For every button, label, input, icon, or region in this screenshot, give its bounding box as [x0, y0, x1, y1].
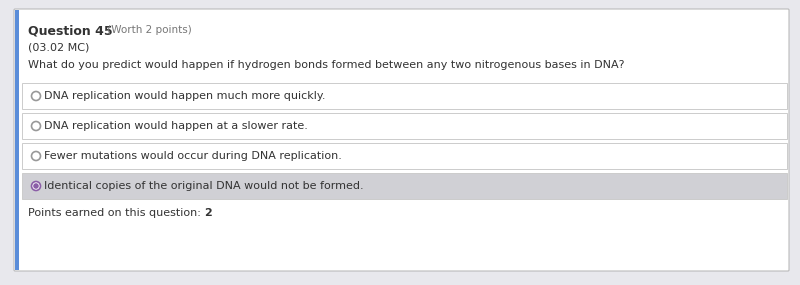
Text: DNA replication would happen at a slower rate.: DNA replication would happen at a slower… [44, 121, 308, 131]
Circle shape [34, 183, 38, 189]
Bar [22, 173, 787, 199]
FancyBboxPatch shape [14, 9, 789, 271]
Bar [22, 83, 787, 109]
Text: Question 45: Question 45 [28, 25, 113, 38]
Circle shape [31, 121, 41, 131]
Text: What do you predict would happen if hydrogen bonds formed between any two nitrog: What do you predict would happen if hydr… [28, 60, 625, 70]
Bar [15, 10, 19, 270]
Text: Points earned on this question:: Points earned on this question: [28, 208, 204, 218]
Circle shape [31, 91, 41, 101]
Text: 2: 2 [204, 208, 212, 218]
Bar [22, 143, 787, 169]
Circle shape [31, 182, 41, 190]
Bar [22, 113, 787, 139]
Text: (Worth 2 points): (Worth 2 points) [104, 25, 192, 35]
Text: DNA replication would happen much more quickly.: DNA replication would happen much more q… [44, 91, 326, 101]
Text: Identical copies of the original DNA would not be formed.: Identical copies of the original DNA wou… [44, 181, 364, 191]
Text: (03.02 MC): (03.02 MC) [28, 42, 90, 52]
Circle shape [31, 152, 41, 160]
Text: Fewer mutations would occur during DNA replication.: Fewer mutations would occur during DNA r… [44, 151, 342, 161]
